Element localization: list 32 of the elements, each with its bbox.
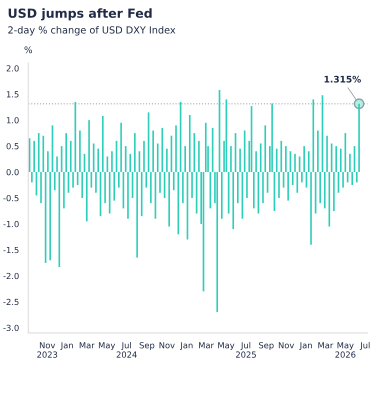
y-tick-label: -1.0: [3, 220, 19, 228]
x-tick-label: Jan: [60, 342, 73, 350]
chart-subtitle: 2-day % change of USD DXY Index: [8, 26, 176, 36]
x-tick-label: Sep: [258, 342, 274, 350]
x-tick-label: May: [218, 342, 234, 350]
y-tick-label: 0.5: [6, 143, 19, 150]
y-axis-title: %: [24, 46, 32, 54]
annotation: 1.315%: [324, 76, 361, 83]
x-tick-label: Nov: [278, 342, 294, 348]
x-tick-label: Nov: [160, 342, 175, 348]
x-tick-label: Jul 2024: [116, 342, 137, 358]
x-tick-label: Mar: [199, 342, 214, 348]
y-tick-label: 0.0: [6, 169, 19, 176]
x-tick-label: Mar: [318, 342, 334, 348]
y-tick-label: -2.0: [3, 272, 19, 280]
y-tick-label: 1.0: [6, 117, 19, 124]
x-tick-label: Nov 2023: [37, 342, 58, 358]
y-tick-label: 2.0: [6, 65, 19, 72]
y-tick-label: -2.5: [3, 298, 19, 306]
y-tick-label: -0.5: [3, 194, 19, 202]
x-tick-label: Sep: [140, 342, 154, 350]
x-tick-label: May: [98, 342, 116, 350]
y-tick-label: -3.0: [3, 324, 19, 332]
x-tick-label: Jan: [299, 342, 312, 350]
chart-title: USD jumps after Fed: [8, 8, 152, 20]
y-tick-label: -1.5: [3, 246, 19, 254]
y-tick-label: 1.5: [6, 91, 19, 98]
x-tick-label: Jul: [360, 342, 370, 350]
x-tick-label: Mar: [80, 342, 95, 348]
x-tick-label: May 2026: [335, 342, 356, 358]
x-tick-label: Jan: [180, 342, 193, 350]
x-tick-label: Jul 2025: [236, 342, 256, 358]
